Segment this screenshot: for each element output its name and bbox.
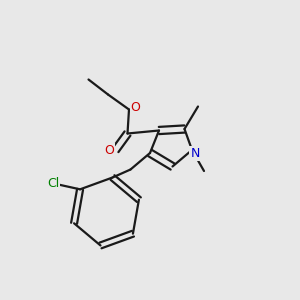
Text: O: O (131, 100, 140, 114)
Text: Cl: Cl (47, 177, 59, 190)
Text: O: O (104, 143, 114, 157)
Text: N: N (190, 147, 200, 160)
